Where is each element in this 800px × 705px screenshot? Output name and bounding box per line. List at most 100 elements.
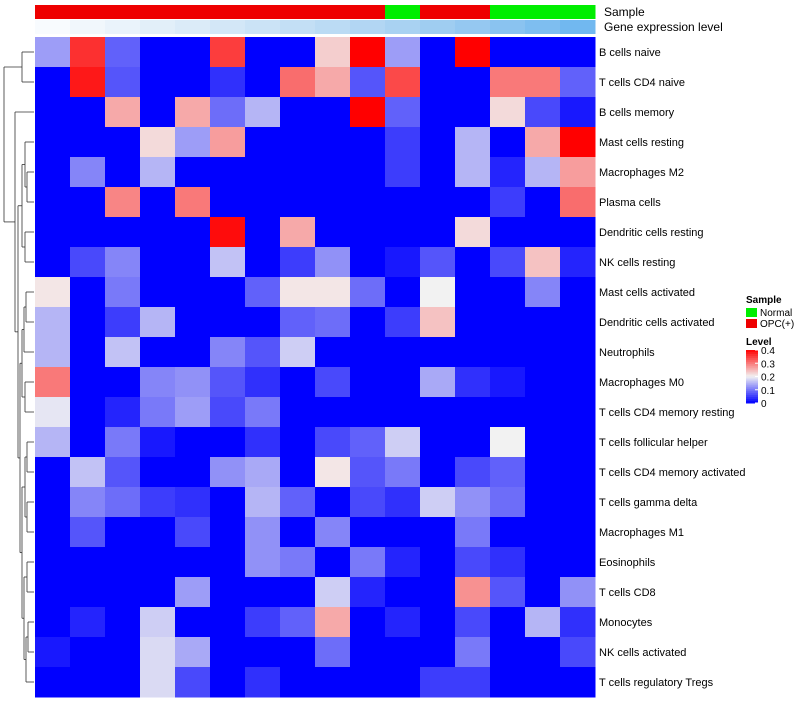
heatmap-cell xyxy=(210,307,246,338)
heatmap-cell xyxy=(350,277,386,308)
heatmap-cell xyxy=(350,397,386,428)
sample-annotation-bar xyxy=(35,5,596,19)
heatmap-cell xyxy=(105,637,141,668)
heatmap-cell xyxy=(35,637,71,668)
row-label: Dendritic cells resting xyxy=(599,227,704,239)
heatmap-cell xyxy=(490,67,526,98)
heatmap-cell xyxy=(420,337,456,368)
heatmap-cell xyxy=(175,397,211,428)
heatmap-cell xyxy=(560,97,596,128)
row-label: T cells gamma delta xyxy=(599,497,698,509)
heatmap-cell xyxy=(210,397,246,428)
heatmap-cell xyxy=(70,247,106,278)
heatmap-cell xyxy=(455,457,491,488)
heatmap-cell xyxy=(350,97,386,128)
heatmap-cell xyxy=(175,157,211,188)
heatmap-cell xyxy=(525,577,561,608)
heatmap-cell xyxy=(105,667,141,698)
sample-annotation-cell xyxy=(560,5,596,19)
heatmap-cell xyxy=(35,367,71,398)
heatmap-cell xyxy=(105,277,141,308)
legend-swatch-opc xyxy=(746,319,757,328)
heatmap-cell xyxy=(455,397,491,428)
row-label: T cells follicular helper xyxy=(599,437,708,449)
heatmap-cell xyxy=(385,247,421,278)
row-label: Monocytes xyxy=(599,617,653,629)
heatmap-cell xyxy=(35,547,71,578)
heatmap-cell xyxy=(280,67,316,98)
heatmap-cell xyxy=(350,577,386,608)
heatmap-cell xyxy=(525,517,561,548)
heatmap-cell xyxy=(245,607,281,638)
heatmap-cell xyxy=(70,307,106,338)
heatmap-cell xyxy=(525,37,561,68)
gene-expression-cell xyxy=(350,20,386,34)
heatmap-cell xyxy=(245,487,281,518)
heatmap-cell xyxy=(315,457,351,488)
heatmap-cell xyxy=(280,127,316,158)
heatmap-cell xyxy=(420,247,456,278)
heatmap-cell xyxy=(35,607,71,638)
row-label: Mast cells resting xyxy=(599,137,684,149)
heatmap-cell xyxy=(70,217,106,248)
level-legend-title: Level xyxy=(746,337,772,348)
heatmap-cell xyxy=(210,187,246,218)
heatmap-cell xyxy=(315,307,351,338)
gene-expression-cell xyxy=(525,20,561,34)
heatmap-cell xyxy=(140,637,176,668)
level-gradient-step xyxy=(746,360,758,363)
heatmap-cell xyxy=(560,667,596,698)
heatmap-cell xyxy=(210,667,246,698)
row-label: B cells memory xyxy=(599,107,675,119)
heatmap-cell xyxy=(490,667,526,698)
heatmap-cell xyxy=(560,457,596,488)
heatmap-cell xyxy=(175,637,211,668)
heatmap-cell xyxy=(140,667,176,698)
heatmap-cell xyxy=(315,217,351,248)
heatmap-cell xyxy=(315,247,351,278)
heatmap-cell xyxy=(210,547,246,578)
heatmap-cell xyxy=(70,637,106,668)
heatmap-cell xyxy=(245,247,281,278)
heatmap-cell xyxy=(385,367,421,398)
heatmap-cell xyxy=(245,67,281,98)
heatmap-cell xyxy=(420,157,456,188)
heatmap-cell xyxy=(525,157,561,188)
heatmap-cell xyxy=(560,187,596,218)
heatmap-cell xyxy=(280,667,316,698)
heatmap-cell xyxy=(315,277,351,308)
level-gradient-step xyxy=(746,362,758,365)
row-label: NK cells resting xyxy=(599,257,675,269)
heatmap-cell xyxy=(385,127,421,158)
heatmap-cell xyxy=(490,307,526,338)
gene-expression-cell xyxy=(280,20,316,34)
heatmap-cell xyxy=(175,667,211,698)
heatmap-cell xyxy=(455,367,491,398)
heatmap-cell xyxy=(385,157,421,188)
heatmap-cell xyxy=(140,97,176,128)
heatmap-cell xyxy=(210,217,246,248)
heatmap-cell xyxy=(105,427,141,458)
heatmap-cell xyxy=(35,97,71,128)
heatmap-cell xyxy=(245,277,281,308)
heatmap-cell xyxy=(490,397,526,428)
heatmap-cell xyxy=(35,67,71,98)
level-gradient-step xyxy=(746,386,758,390)
level-gradient-step xyxy=(746,384,758,388)
heatmap-cell xyxy=(560,547,596,578)
heatmap-cell xyxy=(455,607,491,638)
heatmap-cell xyxy=(560,487,596,518)
heatmap-cell xyxy=(455,127,491,158)
heatmap-cell xyxy=(350,427,386,458)
gene-expression-cell xyxy=(490,20,526,34)
heatmap-cell xyxy=(350,337,386,368)
heatmap-cell xyxy=(385,427,421,458)
level-legend-ticks: 0.4 0.3 0.2 0.1 0 xyxy=(755,346,775,410)
level-gradient-step xyxy=(746,396,758,400)
heatmap-cell xyxy=(245,577,281,608)
heatmap-cell xyxy=(525,397,561,428)
heatmap-cell xyxy=(210,157,246,188)
row-dendrogram xyxy=(3,51,34,683)
heatmap-cell xyxy=(350,67,386,98)
